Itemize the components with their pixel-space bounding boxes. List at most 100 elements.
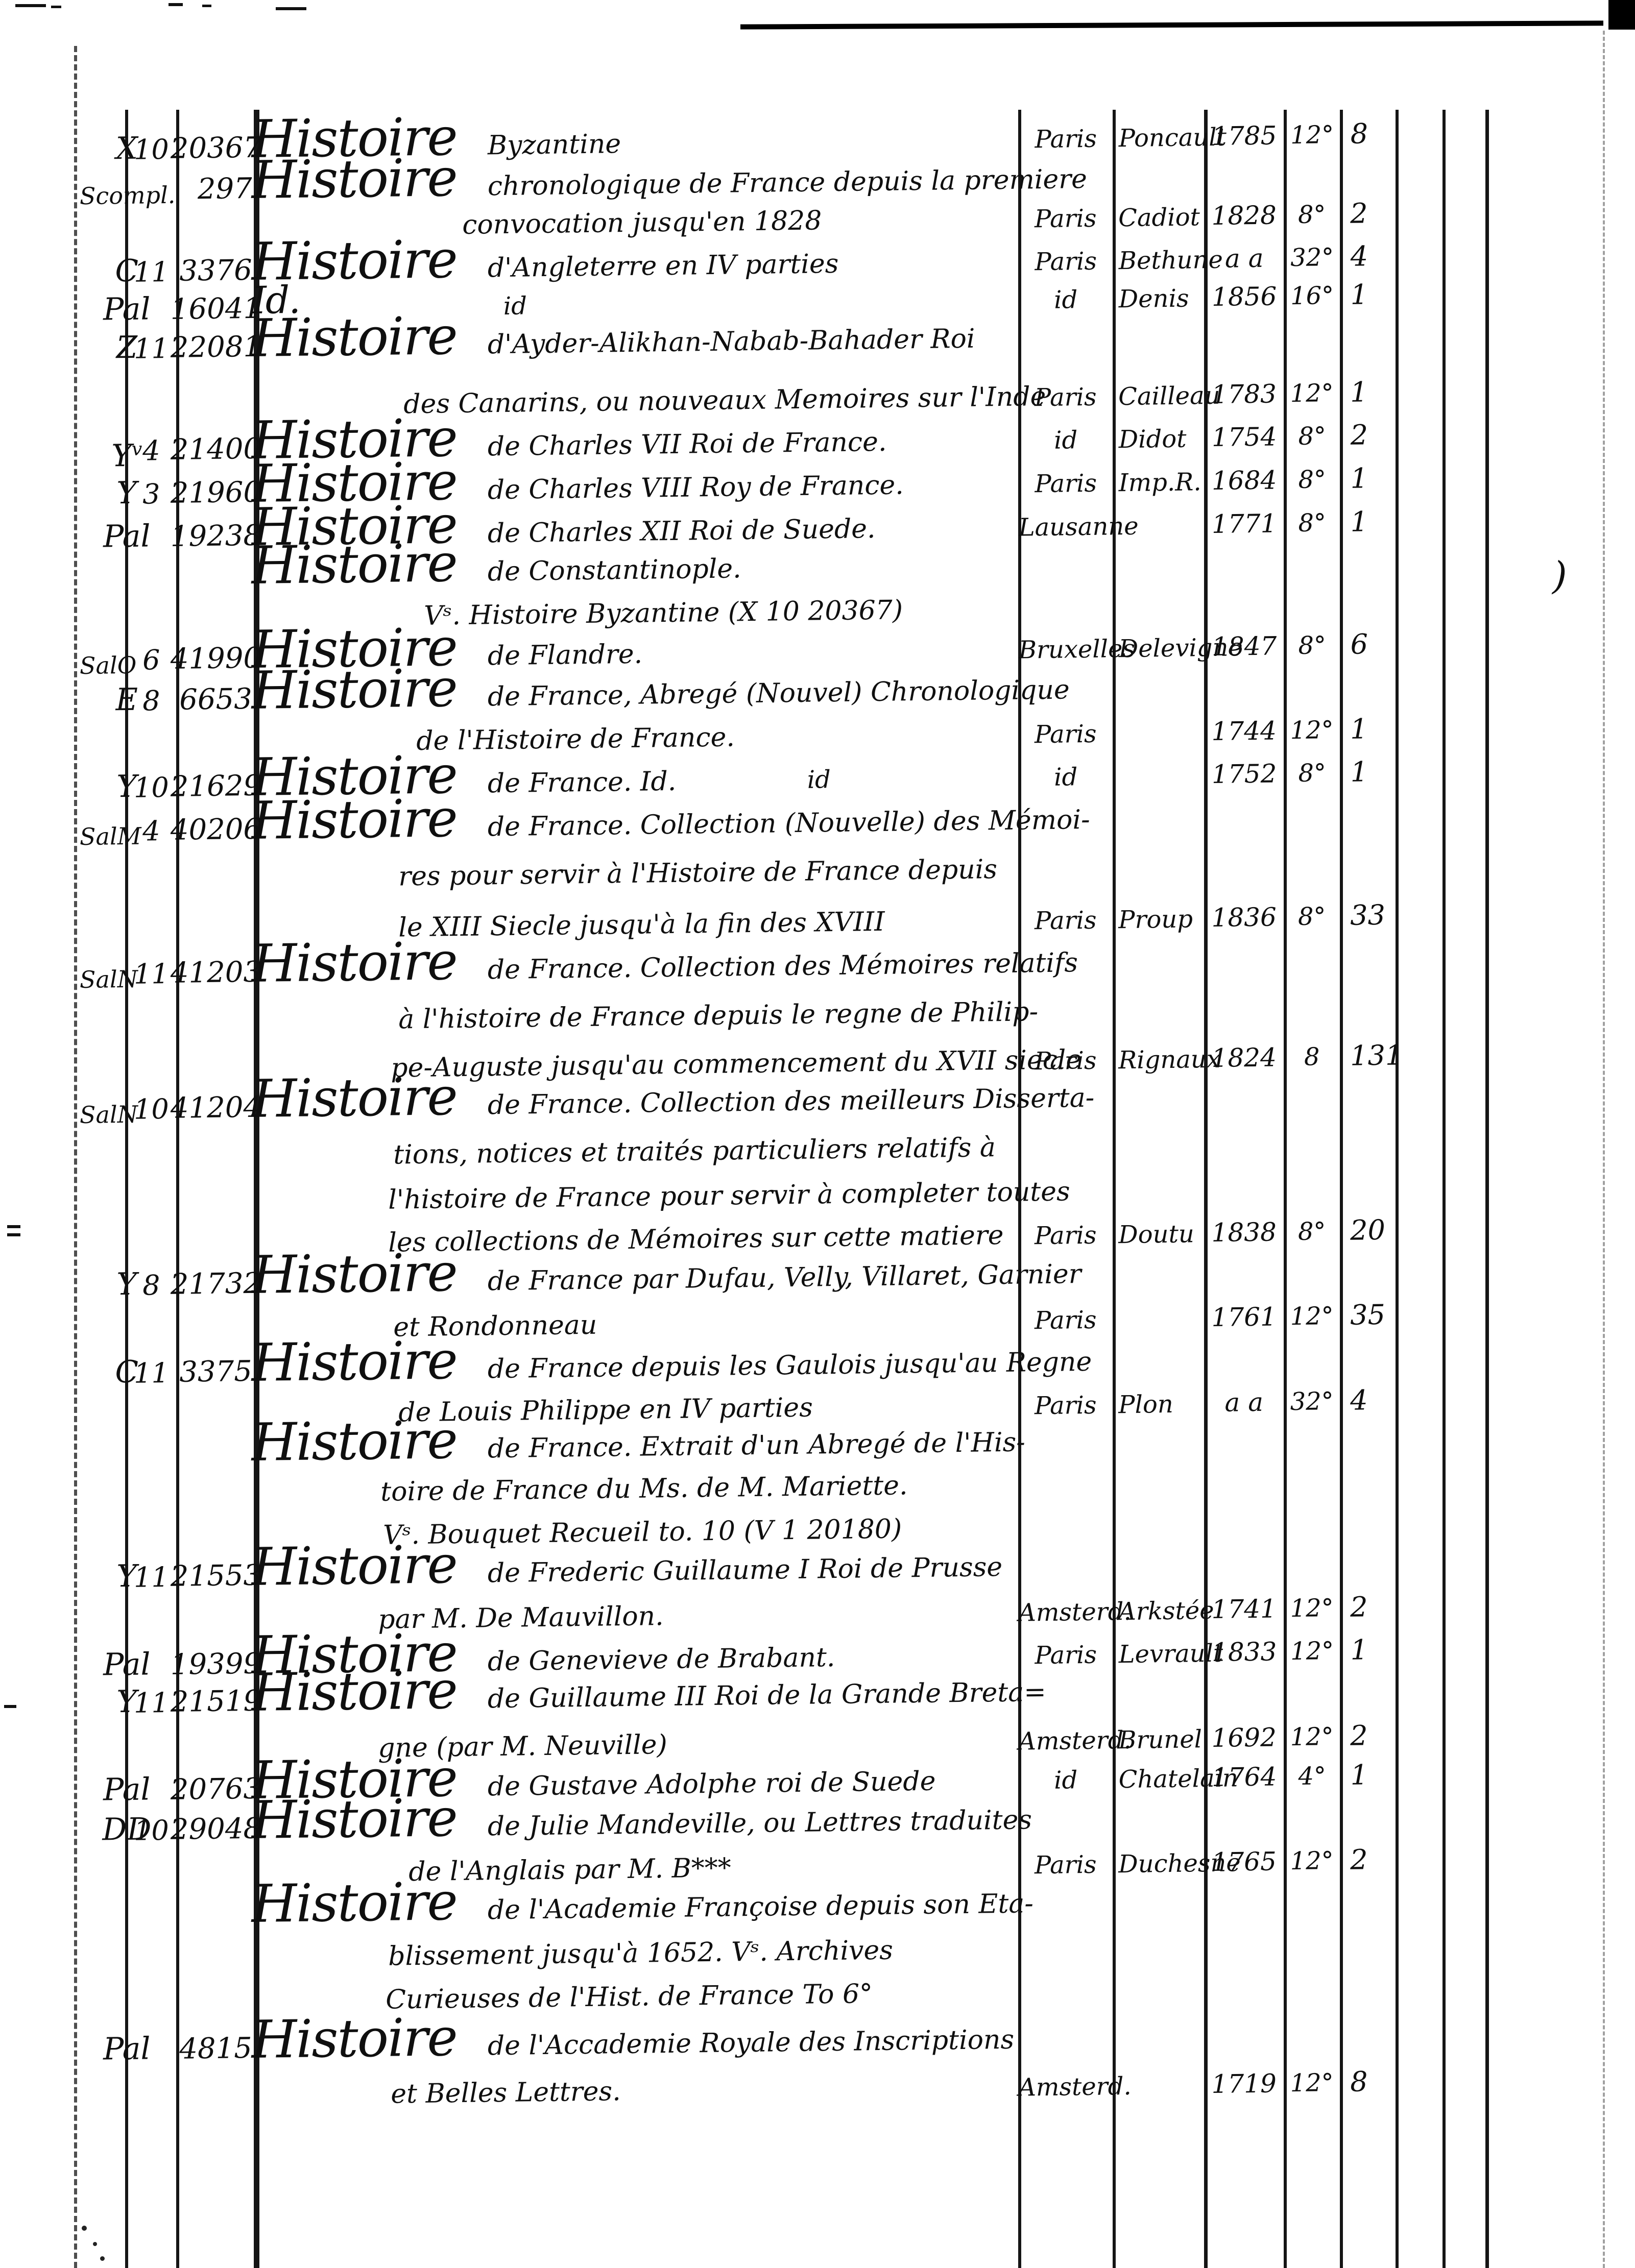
title-text: de France, Abregé (Nouvel) Chronologique [487, 674, 1070, 713]
catalog-number: 297 [197, 172, 253, 206]
catalog-number: 22081 [170, 330, 262, 364]
column-rule [1340, 110, 1343, 2268]
scan-blot [100, 2256, 105, 2261]
title-line: Histoire de l'Accademie Royale des Inscri… [251, 2003, 1015, 2083]
title-line: Histoire de Guillaume III Roi de la Grand… [251, 1655, 1047, 1736]
title-line: et Belles Lettres. [391, 2076, 621, 2109]
title-text: l'histoire de France pour servir à compl… [388, 1176, 1070, 1215]
scan-dash [4, 1705, 16, 1708]
title-lead-word: Histoire [251, 1410, 458, 1473]
title-lead-word: Histoire [251, 1660, 458, 1723]
title-text: de France depuis les Gaulois jusqu'au Re… [487, 1346, 1092, 1385]
shelf-number: 11 [133, 332, 170, 365]
title-text: de France. Collection des Mémoires relat… [487, 947, 1078, 986]
scan-dash [169, 3, 183, 6]
title-text: de l'Academie Françoise depuis son Eta- [487, 1888, 1034, 1926]
catalog-number: 29048 [170, 1812, 262, 1846]
catalog-number: 21732 [170, 1266, 262, 1301]
title-line: Histoire de France. Collection des Mémoir… [251, 926, 1078, 1007]
column-rule [254, 110, 259, 2268]
title-line: Histoire de France. Collection (Nouvelle)… [251, 783, 1090, 864]
scan-dash [7, 1225, 20, 1228]
volume-count: 8 [1350, 2065, 1368, 2098]
title-lead-word: Histoire [251, 1066, 458, 1130]
title-text: de l'Accademie Royale des Inscriptions [487, 2024, 1015, 2062]
title-lead-word: Histoire [251, 788, 458, 851]
book-format: 12° [1290, 2068, 1334, 2098]
shelf-number: 10 [133, 1814, 170, 1847]
catalog-number: 6653 [179, 682, 253, 717]
scan-dash [15, 4, 46, 7]
column-rule [176, 110, 179, 2268]
title-lead-word: Histoire [251, 148, 458, 211]
title-text: de France. Extrait d'un Abregé de l'His- [487, 1427, 1026, 1465]
title-line: Histoire de France. Collection des meille… [251, 1061, 1095, 1142]
page-edge-rule-right [1603, 31, 1605, 2268]
title-text: de Guillaume III Roi de la Grande Breta= [487, 1676, 1047, 1715]
title-line: l'histoire de France pour servir à compl… [388, 1176, 1070, 1215]
title-text: de Constantinople. [487, 553, 741, 588]
column-rule [1442, 110, 1446, 2268]
title-line: blissement jusqu'à 1652. Vˢ. Archives [388, 1935, 893, 1972]
scan-dash [276, 7, 306, 10]
column-rule [1284, 110, 1287, 2268]
shelf-number: 10 [133, 1092, 170, 1126]
title-line: Histoire d'Ayder-Alikhan-Nabab-Bahader Ro… [251, 302, 975, 382]
shelf-number: 11 [133, 1686, 170, 1719]
scan-dash [51, 6, 61, 8]
catalog-number: 3375 [179, 1354, 253, 1389]
title-text: de Julie Mandeville, ou Lettres traduite… [487, 1804, 1032, 1842]
column-rule [1396, 110, 1399, 2268]
title-lead-word: Histoire [251, 931, 458, 994]
column-rule [125, 110, 128, 2268]
scan-blot [82, 2226, 87, 2231]
shelf-mark: Scompl. [79, 181, 176, 210]
title-text: blissement jusqu'à 1652. Vˢ. Archives [388, 1935, 894, 1972]
scan-corner-blot [1608, 0, 1635, 30]
title-lead-word: Histoire [251, 658, 458, 721]
entry-row-line: l'histoire de France pour servir à compl… [0, 1169, 1635, 1220]
title-lead-word: Histoire [251, 1871, 458, 1935]
column-rule [1018, 110, 1021, 2268]
catalog-number: 21553 [170, 1558, 262, 1593]
scan-top-edge [740, 20, 1604, 30]
scan-dash [202, 5, 211, 7]
publication-year: 1719 [1211, 2068, 1277, 2100]
shelf-number: 11 [133, 1356, 170, 1389]
catalog-number: 41204 [170, 1090, 262, 1125]
shelf-number: 8 [142, 685, 160, 717]
title-text: toire de France du Ms. de M. Mariette. [380, 1470, 908, 1507]
catalog-number: 40206 [170, 812, 262, 847]
catalog-number: 41203 [170, 955, 262, 990]
title-lead-word: Histoire [251, 1788, 458, 1851]
title-text: de Frederic Guillaume I Roi de Prusse [487, 1552, 1003, 1589]
catalog-number: 4815 [179, 2031, 253, 2066]
catalog-number: 21519 [170, 1684, 262, 1719]
title-text: d'Ayder-Alikhan-Nabab-Bahader Roi [487, 323, 975, 360]
stray-paren-mark: ) [1552, 554, 1567, 598]
place-of-publication: Amsterd. [1018, 2071, 1132, 2102]
title-line: toire de France du Ms. de M. Mariette. [380, 1470, 908, 1507]
scan-blot [93, 2242, 97, 2246]
column-rule [1204, 110, 1208, 2268]
shelf-number: 11 [133, 1560, 170, 1594]
title-text: de France. Collection (Nouvelle) des Mém… [487, 804, 1090, 843]
title-lead-word: Histoire [251, 2007, 458, 2070]
shelf-mark: Pal [103, 2031, 151, 2067]
title-lead-word: Histoire [251, 306, 458, 369]
column-rule [1113, 110, 1116, 2268]
title-text: de France par Dufau, Velly, Villaret, Ga… [487, 1259, 1081, 1297]
column-rule [1485, 110, 1489, 2268]
title-lead-word: Histoire [251, 1330, 458, 1394]
scan-dash [7, 1233, 20, 1236]
shelf-number: 11 [133, 957, 170, 990]
title-text: de France. Collection des meilleurs Diss… [487, 1082, 1095, 1121]
title-lead-word: Histoire [251, 533, 458, 596]
title-lead-word: Histoire [251, 1534, 458, 1598]
title-text: chronologique de France depuis la premie… [487, 163, 1088, 202]
title-lead-word: Histoire [251, 1242, 458, 1306]
title-text: et Belles Lettres. [390, 2076, 621, 2110]
shelf-number: 8 [142, 1269, 160, 1302]
page-edge-rule-left [74, 46, 77, 2268]
